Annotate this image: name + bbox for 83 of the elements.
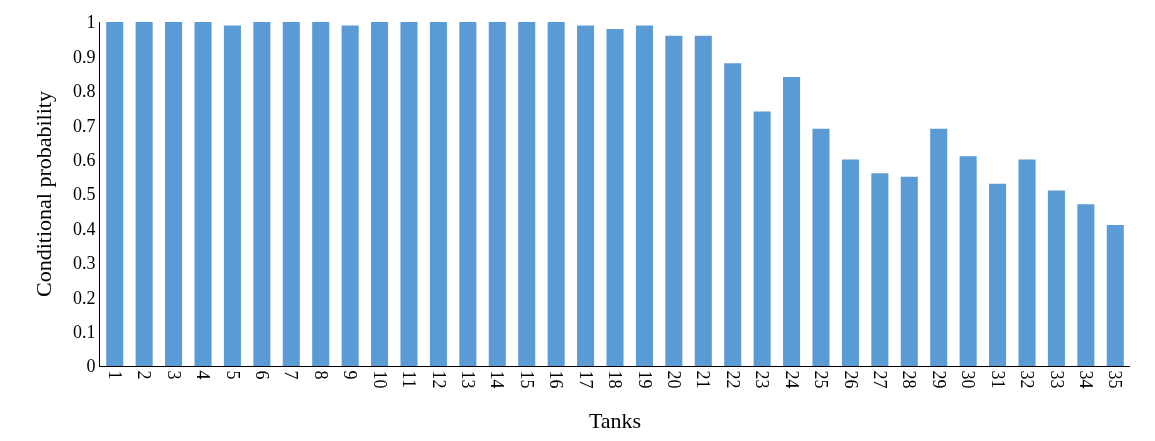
x-tick-label: 12 bbox=[428, 370, 449, 389]
x-tick-label: 10 bbox=[369, 370, 390, 389]
bar bbox=[194, 22, 212, 366]
x-axis-title: Tanks bbox=[588, 408, 642, 434]
x-tick-label: 24 bbox=[781, 370, 802, 389]
x-tick-label: 20 bbox=[664, 370, 685, 389]
bar bbox=[371, 22, 389, 366]
bar bbox=[341, 25, 359, 366]
bar bbox=[106, 22, 124, 366]
bar bbox=[635, 25, 653, 366]
x-tick-label: 14 bbox=[487, 370, 508, 389]
bar bbox=[1047, 190, 1065, 366]
y-tick-label: 0.4 bbox=[72, 218, 96, 239]
bar bbox=[900, 176, 918, 366]
bar bbox=[841, 159, 859, 366]
x-tick-label: 30 bbox=[958, 370, 979, 389]
bar bbox=[694, 35, 712, 366]
x-tick-label: 18 bbox=[605, 370, 626, 389]
bar bbox=[223, 25, 241, 366]
bar bbox=[135, 22, 153, 366]
bar bbox=[665, 35, 683, 366]
x-tick-label: 26 bbox=[840, 370, 861, 389]
bar bbox=[989, 183, 1007, 366]
x-tick-label: 34 bbox=[1076, 370, 1097, 389]
x-tick-label: 8 bbox=[310, 370, 331, 380]
x-tick-label: 9 bbox=[340, 370, 361, 380]
y-tick-label: 0 bbox=[86, 356, 96, 377]
bar bbox=[724, 63, 742, 366]
x-tick-label: 7 bbox=[281, 370, 302, 380]
y-tick-label: 0.5 bbox=[72, 184, 96, 205]
x-tick-label: 13 bbox=[458, 370, 479, 389]
bar bbox=[1077, 204, 1095, 366]
bar bbox=[959, 156, 977, 366]
x-tick-label: 3 bbox=[163, 370, 184, 380]
x-tick-label: 4 bbox=[193, 370, 214, 380]
x-tick-label: 23 bbox=[752, 370, 773, 389]
y-tick-label: 0.3 bbox=[72, 253, 96, 274]
x-tick-label: 29 bbox=[928, 370, 949, 389]
bar bbox=[1018, 159, 1036, 366]
x-tick-label: 19 bbox=[634, 370, 655, 389]
x-tick-label: 35 bbox=[1105, 370, 1126, 389]
x-tick-label: 5 bbox=[222, 370, 243, 380]
bar bbox=[312, 22, 330, 366]
x-tick-label: 32 bbox=[1017, 370, 1038, 389]
bar bbox=[930, 128, 948, 366]
y-tick-label: 0.7 bbox=[72, 115, 96, 136]
x-tick-label: 17 bbox=[575, 370, 596, 389]
y-tick-label: 0.9 bbox=[72, 46, 96, 67]
bar bbox=[577, 25, 595, 366]
x-tick-label: 33 bbox=[1046, 370, 1067, 389]
bar bbox=[429, 22, 447, 366]
x-tick-label: 21 bbox=[693, 370, 714, 389]
bar bbox=[753, 111, 771, 366]
y-tick-label: 0.6 bbox=[72, 149, 96, 170]
x-tick-label: 6 bbox=[252, 370, 273, 380]
bar bbox=[871, 173, 889, 366]
y-tick-label: 0.8 bbox=[72, 81, 96, 102]
bar bbox=[253, 22, 271, 366]
x-tick-label: 1 bbox=[104, 370, 125, 380]
x-tick-label: 28 bbox=[899, 370, 920, 389]
x-tick-label: 2 bbox=[134, 370, 155, 380]
bar bbox=[812, 128, 830, 366]
y-tick-label: 0.2 bbox=[72, 287, 96, 308]
x-tick-label: 31 bbox=[987, 370, 1008, 389]
y-tick-label: 0.1 bbox=[72, 321, 96, 342]
bar bbox=[400, 22, 418, 366]
x-tick-label: 16 bbox=[546, 370, 567, 389]
x-tick-label: 25 bbox=[811, 370, 832, 389]
bar bbox=[783, 77, 801, 366]
bar bbox=[459, 22, 477, 366]
bar bbox=[165, 22, 183, 366]
bar bbox=[606, 28, 624, 366]
bar bbox=[282, 22, 300, 366]
x-tick-label: 15 bbox=[516, 370, 537, 389]
x-tick-label: 27 bbox=[870, 370, 891, 389]
bar bbox=[1106, 224, 1124, 366]
bar bbox=[518, 22, 536, 366]
x-tick-label: 11 bbox=[399, 370, 420, 388]
bar bbox=[547, 22, 565, 366]
y-axis-title: Conditional probability bbox=[30, 91, 56, 297]
y-tick-label: 1 bbox=[86, 12, 96, 33]
x-tick-label: 22 bbox=[722, 370, 743, 389]
bar bbox=[488, 22, 506, 366]
